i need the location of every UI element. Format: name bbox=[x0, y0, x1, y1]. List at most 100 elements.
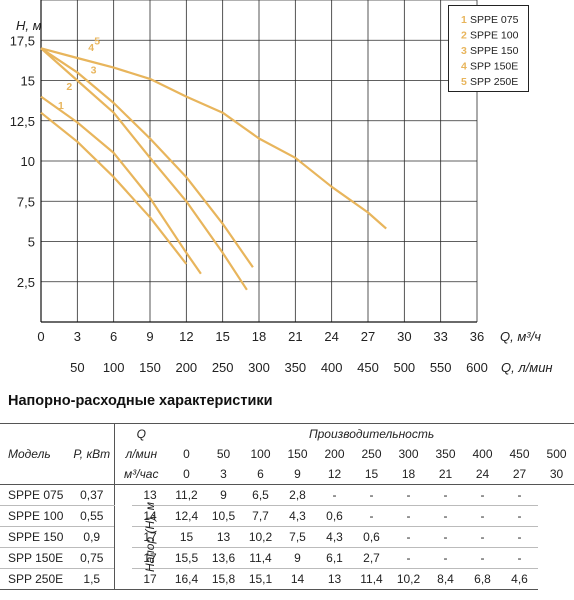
table-title: Напорно-расходные характеристики bbox=[8, 393, 273, 409]
q-m3h-value: 3 bbox=[205, 464, 242, 485]
q-m3h-value: 24 bbox=[464, 464, 501, 485]
y-tick-label: 12,5 bbox=[10, 114, 35, 129]
y-tick-label: 2,5 bbox=[17, 275, 35, 290]
x2-tick-label: 50 bbox=[70, 360, 84, 375]
head-value: 13 bbox=[132, 484, 168, 506]
q-m3h-value: 15 bbox=[353, 464, 390, 485]
model-cell: SPPE 150 bbox=[0, 526, 70, 548]
x-tick-label: 15 bbox=[215, 329, 229, 344]
y-tick-label: 15 bbox=[21, 74, 35, 89]
series-line-4 bbox=[40, 47, 254, 268]
head-value: 15,5 bbox=[168, 547, 205, 569]
y-tick-label: 10 bbox=[21, 154, 35, 169]
head-value: 9 bbox=[205, 484, 242, 506]
x-tick-label: 21 bbox=[288, 329, 302, 344]
performance-header: Производительность bbox=[168, 423, 574, 444]
table-row: SPPE 150 0,9 17 15 13 10,2 7,5 4,3 0,6- - - - bbox=[0, 526, 574, 548]
head-value: - bbox=[464, 484, 501, 506]
head-value: 4,3 bbox=[316, 526, 353, 548]
q-lmin-value: 0 bbox=[183, 447, 190, 461]
head-value: 11,4 bbox=[242, 547, 279, 569]
x-tick-label: 12 bbox=[179, 329, 193, 344]
x2-axis-label: Q, л/мин bbox=[501, 360, 553, 375]
head-value: 17 bbox=[132, 568, 168, 590]
legend-box bbox=[448, 5, 529, 92]
series-marker-5: 5 bbox=[94, 36, 100, 48]
head-value: - bbox=[390, 484, 427, 506]
series-marker-4: 4 bbox=[88, 42, 94, 54]
y-tick-label: 17,5 bbox=[10, 33, 35, 48]
head-value: 6,5 bbox=[242, 484, 279, 506]
head-value: - bbox=[464, 505, 501, 527]
performance-table: Модель P, кВт Q Производительность л/мин 0 50 1… bbox=[0, 423, 574, 590]
x2-tick-label: 200 bbox=[175, 360, 197, 375]
q-m3h-value: 27 bbox=[501, 464, 538, 485]
x2-tick-label: 350 bbox=[284, 360, 306, 375]
x-tick-label: 0 bbox=[37, 329, 44, 344]
head-value: 11,2 bbox=[168, 484, 205, 506]
power-cell: 0,55 bbox=[70, 505, 114, 527]
series-line-3 bbox=[40, 47, 248, 291]
head-value: 10,2 bbox=[242, 526, 279, 548]
head-value: 16,4 bbox=[168, 568, 205, 590]
model-cell: SPP 150E bbox=[0, 547, 70, 569]
head-value: - bbox=[501, 526, 538, 548]
head-value: 7,5 bbox=[279, 526, 316, 548]
head-value: - bbox=[464, 526, 501, 548]
q-lmin-value: 500 bbox=[546, 447, 567, 461]
head-value: 13 bbox=[316, 568, 353, 590]
x2-tick-label: 550 bbox=[430, 360, 452, 375]
head-value: - bbox=[427, 505, 464, 527]
head-value: 4,6 bbox=[501, 568, 538, 590]
header-row: Модель P, кВт Q Производительность bbox=[0, 423, 574, 485]
head-value: - bbox=[501, 484, 538, 506]
head-value: 15,8 bbox=[205, 568, 242, 590]
q-lmin-value: 300 bbox=[398, 447, 419, 461]
q-m3h-value: 18 bbox=[390, 464, 427, 485]
model-cell: SPP 250E bbox=[0, 568, 70, 590]
q-lmin-value: 50 bbox=[216, 447, 231, 461]
table-row: SPPE 075 0,37 Напор (Н), м 13 11,2 9 6,5 2,8- - -… bbox=[0, 484, 574, 590]
x2-tick-label: 400 bbox=[321, 360, 343, 375]
head-value: - bbox=[353, 505, 390, 527]
x-axis-label: Q, м³/ч bbox=[500, 329, 541, 344]
head-value: 2,7 bbox=[353, 547, 390, 569]
head-value: 0,6 bbox=[353, 526, 390, 548]
legend-marker: 1 bbox=[461, 14, 467, 26]
q-lmin-value: 400 bbox=[472, 447, 493, 461]
head-value: 10,5 bbox=[205, 505, 242, 527]
head-value: 12,4 bbox=[168, 505, 205, 527]
head-value: 14 bbox=[132, 505, 168, 527]
head-value: - bbox=[464, 547, 501, 569]
legend-marker: 2 bbox=[461, 30, 467, 42]
head-value: 6,1 bbox=[316, 547, 353, 569]
q-lmin-value: 150 bbox=[287, 447, 308, 461]
head-axis-label-text: Напор (Н), м bbox=[142, 501, 157, 573]
series-marker-2: 2 bbox=[66, 81, 72, 93]
x-tick-label: 33 bbox=[433, 329, 447, 344]
power-cell: 1,5 bbox=[70, 568, 114, 590]
q-m3h-value: 0 bbox=[168, 464, 205, 485]
x-tick-label: 3 bbox=[74, 329, 81, 344]
head-value: - bbox=[501, 505, 538, 527]
x2-tick-label: 100 bbox=[103, 360, 125, 375]
q-m3h-value: 12 bbox=[316, 464, 353, 485]
table-row: SPP 250E 1,5 17 16,4 15,8 15,1 14 13 11,4 10,2 8,4… bbox=[0, 568, 574, 590]
head-value: - bbox=[316, 484, 353, 506]
q-lmin-value: 100 bbox=[250, 447, 271, 461]
head-value: 14 bbox=[279, 568, 316, 590]
head-value: 10,2 bbox=[390, 568, 427, 590]
q-m3h-value: 21 bbox=[427, 464, 464, 485]
y-tick-label: 5 bbox=[28, 235, 35, 250]
legend-label: SPPE 075 bbox=[470, 14, 519, 26]
head-value: 9 bbox=[279, 547, 316, 569]
x-tick-label: 9 bbox=[146, 329, 153, 344]
head-value: - bbox=[427, 526, 464, 548]
head-value: 0,6 bbox=[316, 505, 353, 527]
head-value: 7,7 bbox=[242, 505, 279, 527]
legend-marker: 3 bbox=[461, 45, 467, 57]
x2-tick-label: 150 bbox=[139, 360, 161, 375]
head-value: - bbox=[353, 484, 390, 506]
q-lmin-value: 250 bbox=[361, 447, 382, 461]
head-value: 6,8 bbox=[464, 568, 501, 590]
